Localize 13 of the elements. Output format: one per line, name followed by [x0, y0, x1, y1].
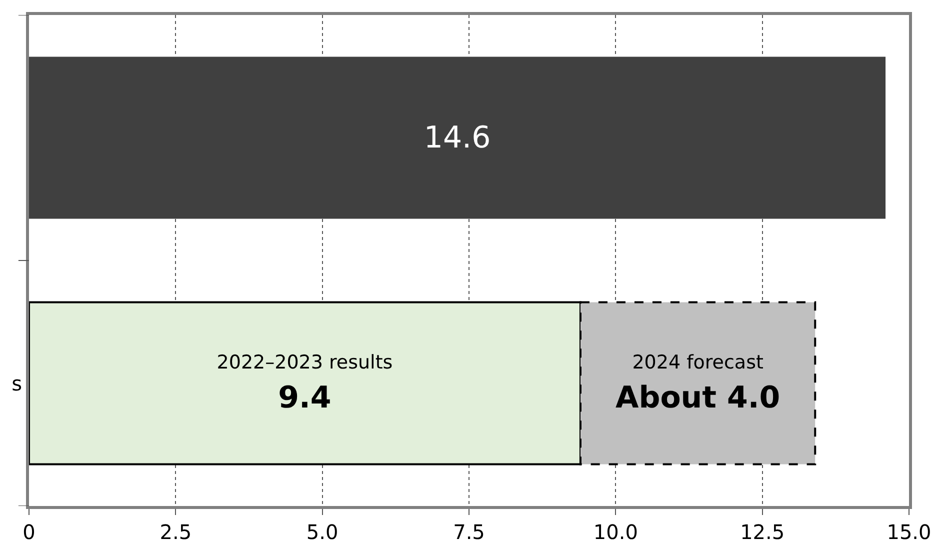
x-tick-label: 2.5 — [160, 520, 192, 544]
x-tick-label: 10.0 — [593, 520, 638, 544]
x-tick-label: 12.5 — [740, 520, 785, 544]
series-label: 2024 forecast — [632, 351, 764, 374]
data-label: 14.6 — [424, 120, 491, 156]
x-tick-label: 15.0 — [886, 520, 932, 544]
x-tick-label: 5.0 — [306, 520, 338, 544]
data-label: 9.4 — [278, 380, 332, 416]
x-tick-label: 0 — [22, 520, 36, 544]
series-label: 2022–2023 results — [216, 351, 393, 374]
x-tick-label: 7.5 — [453, 520, 485, 544]
data-label: About 4.0 — [616, 380, 780, 416]
y-tick-label: s — [12, 371, 22, 396]
